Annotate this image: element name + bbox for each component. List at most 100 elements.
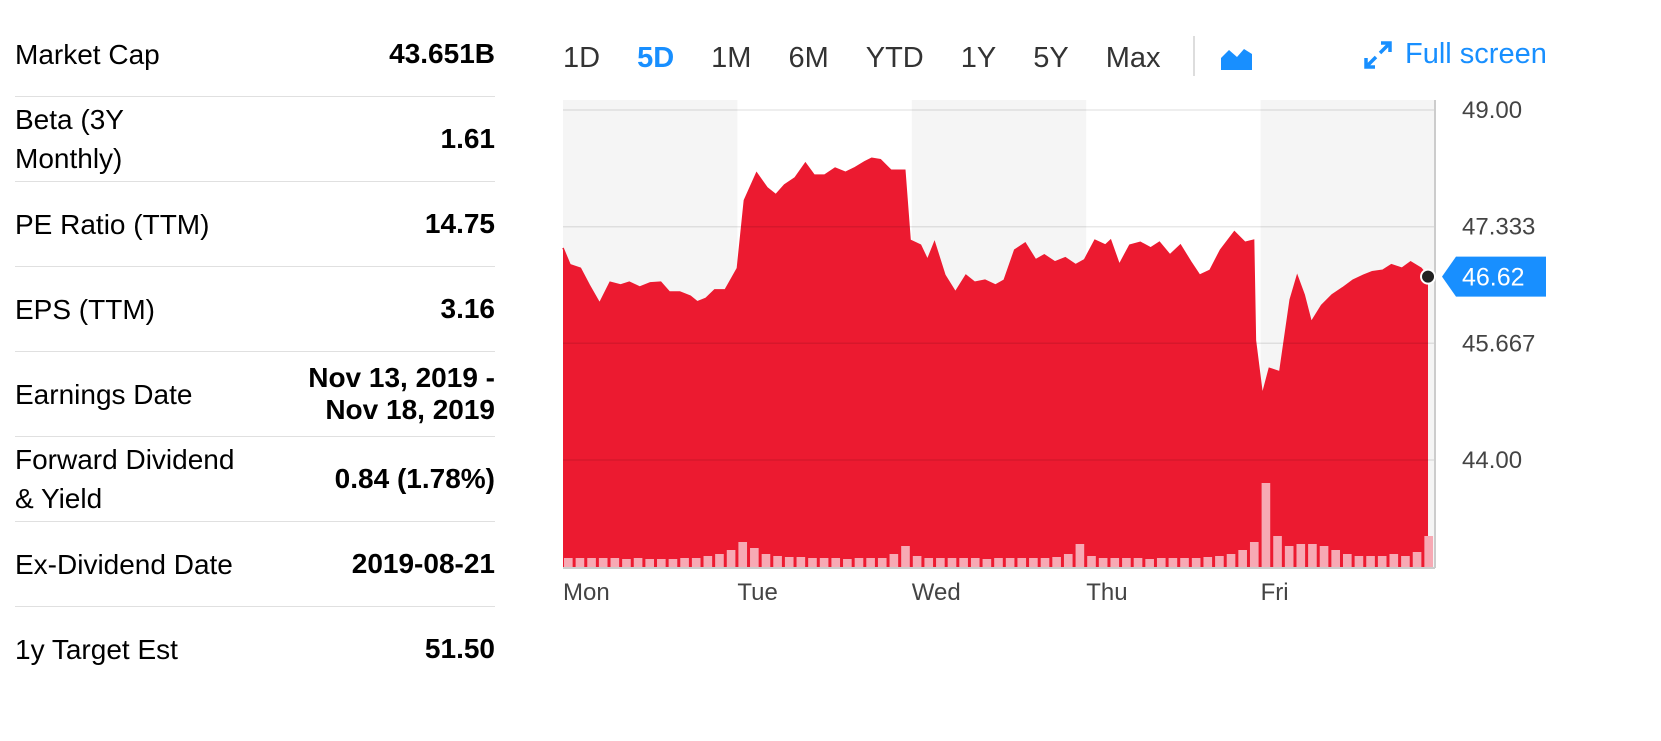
volume-bar [877,558,887,568]
stat-value: 1.61 [441,123,496,155]
volume-bar [1203,557,1213,568]
stat-label: PE Ratio (TTM) [15,205,209,244]
stat-label-line: EPS (TTM) [15,293,155,325]
stat-value-line: Nov 13, 2019 - [308,362,495,393]
x-tick-label: Fri [1261,579,1289,606]
stat-row: Market Cap 43.651B [15,12,495,97]
volume-bar [1284,546,1294,568]
stat-value: 14.75 [425,208,495,240]
range-button[interactable]: 6M [788,41,829,74]
stat-value-line: 43.651B [389,38,495,69]
volume-bar [1424,536,1433,568]
stat-row: Beta (3Y Monthly) 1.61 [15,97,495,182]
stat-label-line: Ex-Dividend Date [15,548,233,580]
stat-label: Ex-Dividend Date [15,545,233,584]
volume-bar [947,558,957,568]
stat-label-line: Beta (3Y [15,104,124,135]
y-tick-label: 44.00 [1462,447,1522,474]
stats-table: Market Cap 43.651B Beta (3Y Monthly) 1.61 PE … [15,12,495,691]
volume-bar [959,558,968,568]
stat-row: Earnings Date Nov 13, 2019 - Nov 18, 2019 [15,352,495,437]
volume-bar [843,559,852,568]
full-screen-label: Full screen [1405,38,1547,70]
stat-row: Forward Dividend & Yield 0.84 (1.78%) [15,437,495,522]
chart-type-icon[interactable] [1220,44,1254,72]
x-tick-label: Tue [737,579,777,606]
volume-bar [598,558,608,568]
volume-bar [1308,544,1317,568]
current-price-label: 46.62 [1462,264,1525,292]
volume-bar [831,558,841,568]
price-line [562,157,1429,396]
volume-bar [1063,554,1073,568]
volume-bar [1412,552,1422,568]
range-selector: 1D 5D 1M 6M YTD 1Y 5Y Max [563,36,1198,80]
stat-value-line: Nov 18, 2019 [325,394,495,425]
current-price-dot [1420,268,1437,285]
stat-value: 51.50 [425,633,495,665]
volume-bar [773,556,782,568]
stat-row: EPS (TTM) 3.16 [15,267,495,352]
stat-value: 2019-08-21 [352,548,495,580]
volume-bar [1005,558,1015,568]
range-button[interactable]: 5Y [1033,41,1069,74]
y-tick-label: 45.667 [1462,330,1535,357]
volume-bar [1052,557,1061,568]
volume-bar [1191,558,1201,568]
volume-bar [1273,536,1282,568]
volume-bar [924,558,934,568]
volume-bar [784,557,794,568]
volume-bar [1249,542,1259,568]
volume-bar [657,559,666,568]
volume-bar [1342,554,1352,568]
volume-bar [680,558,689,568]
stat-value-line: 51.50 [424,633,495,664]
volume-bar [1377,556,1387,568]
volume-bar [1180,558,1189,568]
volume-bar [691,558,701,568]
range-button[interactable]: 1M [711,41,752,74]
stat-value-line: 14.75 [424,208,495,239]
range-button[interactable]: 1Y [960,41,997,74]
volume-bar [1122,558,1131,568]
volume-bar [901,546,910,568]
volume-bar [912,556,922,568]
separator [1193,36,1195,76]
x-tick-label: Mon [563,579,610,606]
stat-label-line: Earnings Date [15,378,193,410]
range-button[interactable]: Max [1105,41,1161,74]
volume-bar [726,550,736,568]
stat-label-line: & Yield [15,483,103,514]
stat-label-line: PE Ratio (TTM) [15,208,210,240]
range-button[interactable]: 5D [637,41,675,74]
volume-bar [1215,556,1224,568]
stat-value: Nov 13, 2019 - Nov 18, 2019 [308,362,495,426]
volume-bar [1238,550,1247,568]
volume-bar [1110,558,1120,568]
volume-bar [1156,558,1166,568]
volume-bar [1331,550,1340,568]
stat-label-line: Forward Dividend [15,444,235,475]
volume-bar [715,554,724,568]
volume-bar [1075,544,1085,568]
volume-bar [936,558,945,568]
stat-value-line: 1.61 [440,123,496,154]
volume-bar [668,559,678,568]
volume-bar [796,557,806,568]
stat-label: EPS (TTM) [15,290,155,329]
full-screen-button[interactable]: Full screen [1363,38,1547,71]
volume-bar [808,558,817,568]
stat-value-line: 3.16 [440,293,496,324]
volume-bar [1261,483,1271,568]
stat-label: Market Cap [15,35,160,74]
volume-bar [1354,556,1364,568]
range-button[interactable]: YTD [865,41,924,74]
volume-bar [738,542,748,568]
volume-bar [587,558,596,568]
stat-value-line: 0.84 (1.78%) [334,463,495,494]
range-button[interactable]: 1D [563,41,601,74]
stat-row: 1y Target Est 51.50 [15,607,495,691]
y-tick-label: 49.00 [1462,97,1522,124]
volume-bar [1401,556,1410,568]
